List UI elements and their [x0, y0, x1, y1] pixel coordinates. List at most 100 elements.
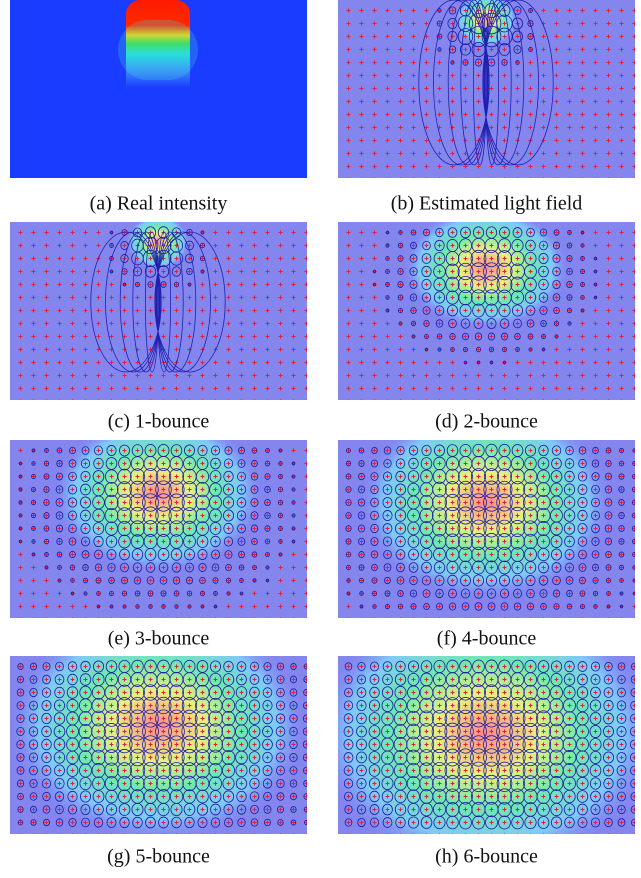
ray-circle: [385, 295, 390, 300]
ray-circle: [590, 790, 601, 803]
ray-circle: [250, 524, 259, 533]
ray-circle: [483, 533, 500, 550]
ray-circle: [498, 560, 511, 575]
ray-circle: [168, 748, 185, 767]
projected-ray: [483, 0, 525, 166]
ray-circle: [106, 445, 117, 456]
ray-circle: [566, 267, 573, 276]
ray-circle: [142, 735, 159, 754]
ray-circle: [209, 660, 222, 673]
ray-circle: [483, 761, 500, 780]
ray-circle: [589, 777, 602, 790]
ray-circle: [372, 269, 377, 274]
ray-circle: [460, 574, 471, 587]
ray-circle: [80, 496, 91, 509]
ray-circle: [104, 507, 119, 524]
ray-circle: [551, 445, 562, 456]
ray-circle: [250, 661, 259, 672]
ray-circle: [433, 252, 446, 265]
ray-circle: [434, 239, 445, 252]
ray-circle: [168, 709, 185, 728]
ray-circle: [181, 709, 198, 728]
ray-circle: [431, 735, 448, 754]
ray-circle: [184, 816, 195, 829]
ray-circle: [129, 493, 146, 512]
ray-circle: [408, 660, 419, 673]
ray-circle: [522, 722, 539, 741]
ray-circle: [550, 535, 563, 548]
ray-circle: [358, 537, 365, 546]
ray-circle: [264, 498, 271, 507]
ray-circle: [483, 468, 500, 485]
ray-circle: [395, 660, 406, 673]
ray-circle: [445, 456, 460, 471]
ray-circle: [384, 576, 391, 585]
ray-circle: [513, 602, 522, 611]
ray-circle: [197, 817, 208, 828]
ray-circle: [93, 803, 104, 816]
ray-circle: [18, 513, 23, 518]
ray-circle: [566, 242, 573, 249]
ray-circle: [195, 776, 210, 791]
ray-circle: [444, 735, 461, 754]
ray-circle: [117, 468, 132, 485]
ray-circle: [346, 564, 351, 571]
ray-circle: [343, 726, 354, 737]
ray-circle: [496, 748, 513, 767]
ray-circle: [432, 494, 447, 511]
ray-circle: [419, 762, 434, 779]
ray-circle: [457, 506, 474, 525]
ray-circle: [67, 790, 78, 803]
ray-circle: [563, 483, 576, 496]
ray-circle: [18, 500, 23, 505]
ray-circle: [57, 565, 62, 570]
ray-circle: [566, 294, 573, 301]
ray-circle: [53, 725, 66, 738]
ray-circle: [434, 305, 445, 316]
ray-circle: [249, 791, 260, 802]
ray-circle: [589, 764, 602, 777]
ray-circle: [457, 775, 474, 792]
ray-circle: [407, 521, 420, 536]
ray-circle: [262, 778, 273, 789]
ray-circle: [496, 262, 513, 281]
ray-circle: [252, 578, 257, 583]
caption: (g) 5-bounce: [107, 846, 210, 868]
ray-circle: [563, 522, 576, 535]
ray-circle: [539, 228, 548, 237]
ray-circle: [235, 777, 248, 790]
ray-circle: [470, 761, 487, 780]
ray-circle: [562, 736, 577, 753]
ray-circle: [236, 804, 247, 815]
ray-circle: [471, 684, 486, 701]
ray-circle: [382, 510, 393, 521]
ray-circle: [173, 590, 180, 597]
ray-circle: [369, 790, 380, 803]
ray-circle: [606, 591, 611, 596]
ray-circle: [208, 685, 223, 700]
ray-circle: [275, 713, 286, 724]
ray-circle: [397, 268, 404, 275]
ray-circle: [381, 776, 394, 791]
ray-circle: [196, 672, 209, 687]
ray-circle: [263, 674, 272, 685]
ray-circle: [411, 334, 416, 339]
ray-circle: [147, 281, 154, 288]
ray-circle: [67, 497, 78, 508]
ray-circle: [630, 765, 635, 776]
ray-circle: [119, 816, 130, 829]
ray-circle: [17, 792, 24, 801]
ray-circle: [577, 803, 588, 816]
ray-circle: [563, 496, 576, 509]
ray-circle: [41, 712, 52, 725]
ray-circle: [371, 447, 378, 454]
ray-circle: [43, 473, 50, 480]
ray-circle: [527, 333, 534, 340]
ray-circle: [410, 320, 417, 327]
ray-circle: [225, 577, 232, 584]
ray-circle: [129, 722, 146, 741]
ray-circle: [142, 236, 159, 255]
ray-circle: [70, 591, 75, 596]
